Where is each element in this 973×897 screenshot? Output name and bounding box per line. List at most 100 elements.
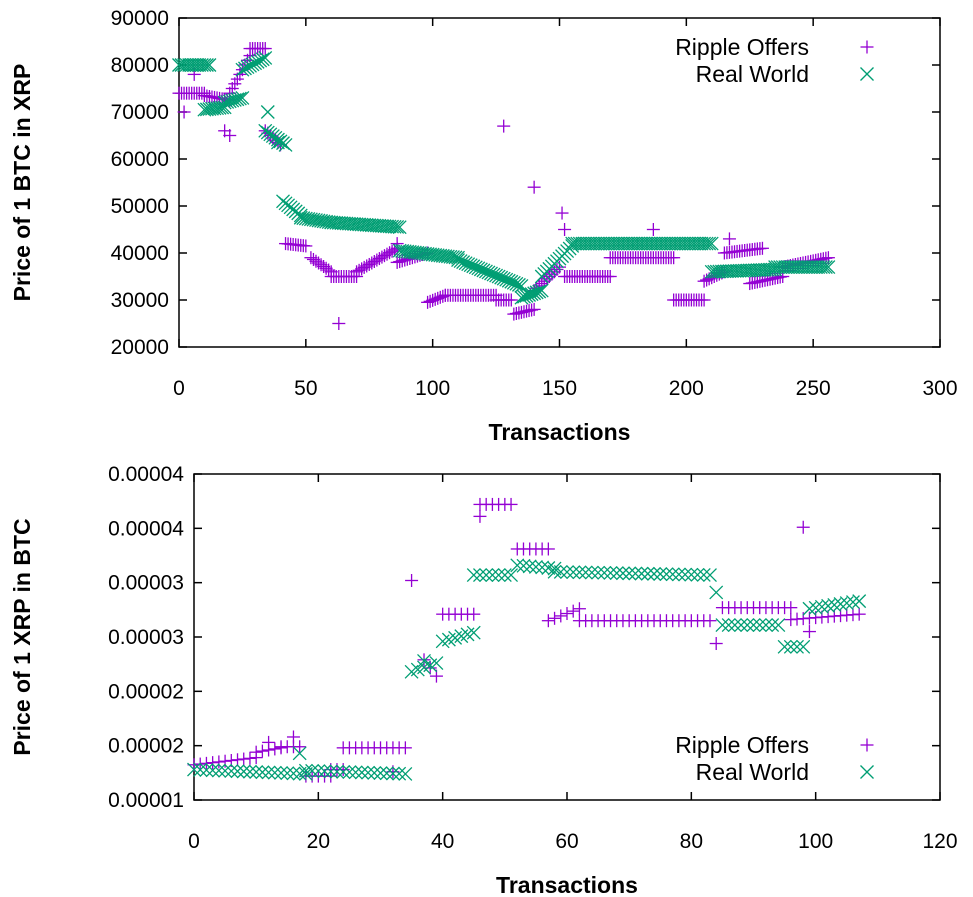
data-point [679,236,694,251]
data-point [375,250,389,264]
data-point [560,565,574,580]
data-point [237,752,251,766]
plot-frame [178,17,941,348]
data-point [727,618,742,633]
data-point [808,260,823,275]
data-point [641,236,656,251]
data-point [656,236,671,251]
data-point [646,236,661,251]
data-point [833,597,848,611]
data-point [598,236,613,251]
x-tick-label: 80 [680,830,703,853]
data-point [494,270,509,285]
data-point [182,58,197,72]
data-point [740,618,755,633]
x-tick-label: 0 [188,830,200,853]
x-tick-label: 100 [415,377,450,400]
data-point [466,568,481,583]
data-point [553,260,566,274]
data-point [248,56,263,71]
data-point [473,509,487,523]
data-point [224,764,239,778]
data-point [354,765,369,780]
data-point [467,607,481,621]
data-point [771,618,786,633]
data-point [471,261,486,276]
data-point [653,567,668,581]
y-axis-title: Price of 1 BTC in XRP [9,64,35,302]
series-cross [172,50,836,305]
data-point [664,236,679,251]
data-point [330,764,344,779]
data-point [278,137,293,152]
data-point [253,53,268,68]
data-point [218,763,233,778]
data-point [479,568,494,583]
data-point [532,284,547,299]
data-point [852,607,866,621]
plot-frame [193,473,941,801]
data-point [385,244,399,258]
data-point [577,236,592,251]
data-point [808,600,823,615]
data-point [352,263,366,277]
legend-marker [860,738,874,752]
data-point [192,58,207,72]
data-point [618,236,633,251]
data-point [348,765,363,780]
data-point [666,236,681,251]
data-point [634,566,649,581]
data-point [242,764,257,779]
data-point [212,755,226,769]
data-point [466,625,481,640]
data-point [230,92,245,107]
data-point [489,268,504,283]
data-point [514,290,529,305]
data-point [541,561,556,575]
data-point [501,273,516,288]
data-point [648,236,663,251]
data-point [603,270,617,283]
x-tick-label: 300 [922,377,957,400]
data-point [665,567,680,582]
y-tick-label: 0.00002 [108,680,184,703]
data-point [360,259,374,273]
data-point [697,293,711,307]
data-point [230,764,245,779]
data-point [398,741,412,755]
data-point [249,745,263,759]
data-point [697,274,711,288]
data-point [258,50,273,65]
data-point [555,206,569,220]
data-point [179,58,194,72]
data-point [584,565,599,580]
data-point [572,602,586,616]
data-point [436,289,450,303]
data-point [684,567,699,582]
data-point [429,656,444,671]
data-point [721,618,736,633]
data-point [684,236,699,251]
data-point [613,236,628,251]
data-point [390,220,405,234]
data-point [722,232,736,246]
data-point [504,293,518,307]
data-point [790,260,805,275]
data-point [582,236,597,251]
data-point [286,730,300,744]
data-point [647,566,661,581]
data-point [529,285,544,300]
data-point [206,756,220,770]
x-axis-title: Transactions [496,872,638,897]
data-point [621,236,635,251]
data-point [485,568,500,583]
y-tick-label: 20000 [111,336,169,359]
data-point [591,565,606,580]
data-point [187,58,202,72]
data-point [802,625,816,639]
data-point [818,260,833,275]
data-point [361,765,376,780]
data-point [342,765,357,780]
data-point [514,278,529,293]
